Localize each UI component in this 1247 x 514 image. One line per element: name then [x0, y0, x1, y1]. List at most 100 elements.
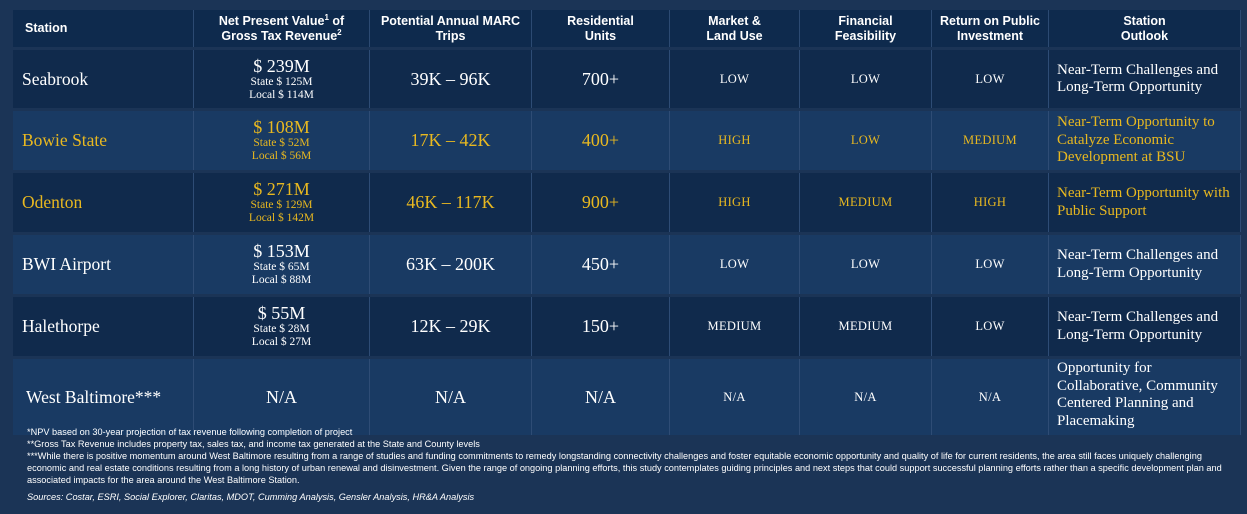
financial-feasibility: MEDIUM — [800, 297, 932, 356]
station-outlook: Near-Term Opportunity with Public Suppor… — [1049, 173, 1241, 232]
return-on-investment: MEDIUM — [932, 111, 1049, 170]
header-npv: Net Present Value1 of Gross Tax Revenue2 — [194, 10, 370, 47]
npv-cell: $ 153M State $ 65M Local $ 88M — [194, 235, 370, 294]
table-row-west-baltimore: West Baltimore*** N/A N/A N/A N/A N/A N/… — [13, 359, 1241, 435]
header-trips: Potential Annual MARC Trips — [370, 10, 532, 47]
table-row-seabrook: Seabrook $ 239M State $ 125M Local $ 114… — [13, 50, 1241, 108]
marc-trips: 12K – 29K — [370, 297, 532, 356]
header-trips-line2: Trips — [435, 28, 466, 43]
header-units-line2: Units — [584, 28, 617, 43]
header-npv-line2: Gross Tax Revenue — [221, 28, 338, 43]
footnotes: *NPV based on 30-year projection of tax … — [27, 426, 1227, 503]
header-return-line2: Investment — [957, 28, 1023, 43]
station-name: BWI Airport — [13, 235, 194, 294]
sources-line: Sources: Costar, ESRI, Social Explorer, … — [27, 492, 475, 502]
station-outlook: Opportunity for Collaborative, Community… — [1049, 359, 1241, 435]
market-land-use: N/A — [670, 359, 800, 435]
npv-local: Local $ 114M — [249, 88, 314, 101]
marc-trips: 39K – 96K — [370, 50, 532, 108]
header-outlook-line1: Station — [1123, 13, 1166, 28]
residential-units: 900+ — [532, 173, 670, 232]
return-on-investment: N/A — [932, 359, 1049, 435]
marc-trips: 17K – 42K — [370, 111, 532, 170]
header-financial-line1: Financial — [838, 13, 893, 28]
marc-trips: 63K – 200K — [370, 235, 532, 294]
station-outlook: Near-Term Challenges and Long-Term Oppor… — [1049, 50, 1241, 108]
header-trips-line1: Potential Annual MARC — [380, 13, 521, 28]
footnote-gross-tax: **Gross Tax Revenue includes property ta… — [27, 439, 480, 449]
header-financial-line2: Feasibility — [834, 28, 897, 43]
station-name: West Baltimore*** — [13, 359, 194, 435]
npv-local: Local $ 27M — [251, 336, 312, 348]
npv-total: $ 108M — [253, 117, 310, 137]
station-name: Seabrook — [13, 50, 194, 108]
footnote-west-baltimore: ***While there is positive momentum arou… — [27, 451, 1222, 485]
header-units: Residential Units — [532, 10, 670, 47]
station-comparison-table: Station Net Present Value1 of Gross Tax … — [13, 7, 1241, 438]
header-outlook: Station Outlook — [1049, 10, 1241, 47]
npv-state: State $ 125M — [250, 75, 313, 88]
market-land-use: LOW — [670, 50, 800, 108]
table-row-halethorpe: Halethorpe $ 55M State $ 28M Local $ 27M… — [13, 297, 1241, 356]
station-outlook: Near-Term Challenges and Long-Term Oppor… — [1049, 235, 1241, 294]
financial-feasibility: LOW — [800, 235, 932, 294]
npv-total: $ 153M — [253, 241, 310, 261]
footnote-npv: *NPV based on 30-year projection of tax … — [27, 427, 353, 437]
header-npv-of: of — [328, 13, 345, 28]
station-outlook: Near-Term Opportunity to Catalyze Econom… — [1049, 111, 1241, 170]
header-npv-sup1: 1 — [324, 12, 329, 22]
npv-cell: $ 271M State $ 129M Local $ 142M — [194, 173, 370, 232]
return-on-investment: LOW — [932, 235, 1049, 294]
station-name: Bowie State — [13, 111, 194, 170]
header-units-line1: Residential — [567, 13, 634, 28]
station-outlook: Near-Term Challenges and Long-Term Oppor… — [1049, 297, 1241, 356]
npv-total: $ 55M — [257, 303, 306, 323]
return-on-investment: HIGH — [932, 173, 1049, 232]
residential-units: 150+ — [532, 297, 670, 356]
header-market: Market & Land Use — [670, 10, 800, 47]
financial-feasibility: LOW — [800, 111, 932, 170]
table-row-bowie-state: Bowie State $ 108M State $ 52M Local $ 5… — [13, 111, 1241, 170]
financial-feasibility: LOW — [800, 50, 932, 108]
header-outlook-line2: Outlook — [1120, 28, 1169, 43]
npv-local: Local $ 56M — [251, 150, 312, 162]
header-return-line1: Return on Public — [940, 13, 1040, 28]
financial-feasibility: N/A — [800, 359, 932, 435]
header-market-line1: Market & — [708, 13, 761, 28]
npv-state: State $ 28M — [253, 323, 310, 335]
header-financial: Financial Feasibility — [800, 10, 932, 47]
return-on-investment: LOW — [932, 297, 1049, 356]
npv-state: State $ 52M — [253, 137, 310, 149]
header-station: Station — [13, 10, 194, 47]
npv-cell: $ 55M State $ 28M Local $ 27M — [194, 297, 370, 356]
npv-total: $ 239M — [253, 55, 310, 76]
header-market-line2: Land Use — [706, 28, 763, 43]
table-row-bwi-airport: BWI Airport $ 153M State $ 65M Local $ 8… — [13, 235, 1241, 294]
header-npv-text: Net Present Value — [218, 13, 325, 28]
header-npv-sup2: 2 — [337, 27, 342, 37]
npv-state: State $ 65M — [253, 261, 310, 273]
table-row-odenton: Odenton $ 271M State $ 129M Local $ 142M… — [13, 173, 1241, 232]
npv-total: $ 271M — [253, 179, 310, 199]
return-on-investment: LOW — [932, 50, 1049, 108]
marc-trips: N/A — [370, 359, 532, 435]
financial-feasibility: MEDIUM — [800, 173, 932, 232]
residential-units: 400+ — [532, 111, 670, 170]
station-name: Odenton — [13, 173, 194, 232]
market-land-use: LOW — [670, 235, 800, 294]
npv-cell: $ 108M State $ 52M Local $ 56M — [194, 111, 370, 170]
residential-units: 700+ — [532, 50, 670, 108]
market-land-use: MEDIUM — [670, 297, 800, 356]
residential-units: N/A — [532, 359, 670, 435]
npv-cell: $ 239M State $ 125M Local $ 114M — [194, 50, 370, 108]
npv-cell: N/A — [194, 359, 370, 435]
market-land-use: HIGH — [670, 173, 800, 232]
header-row: Station Net Present Value1 of Gross Tax … — [13, 10, 1241, 47]
header-return: Return on Public Investment — [932, 10, 1049, 47]
npv-state: State $ 129M — [250, 199, 313, 211]
npv-local: Local $ 142M — [248, 212, 315, 224]
npv-local: Local $ 88M — [251, 274, 312, 286]
market-land-use: HIGH — [670, 111, 800, 170]
station-name: Halethorpe — [13, 297, 194, 356]
